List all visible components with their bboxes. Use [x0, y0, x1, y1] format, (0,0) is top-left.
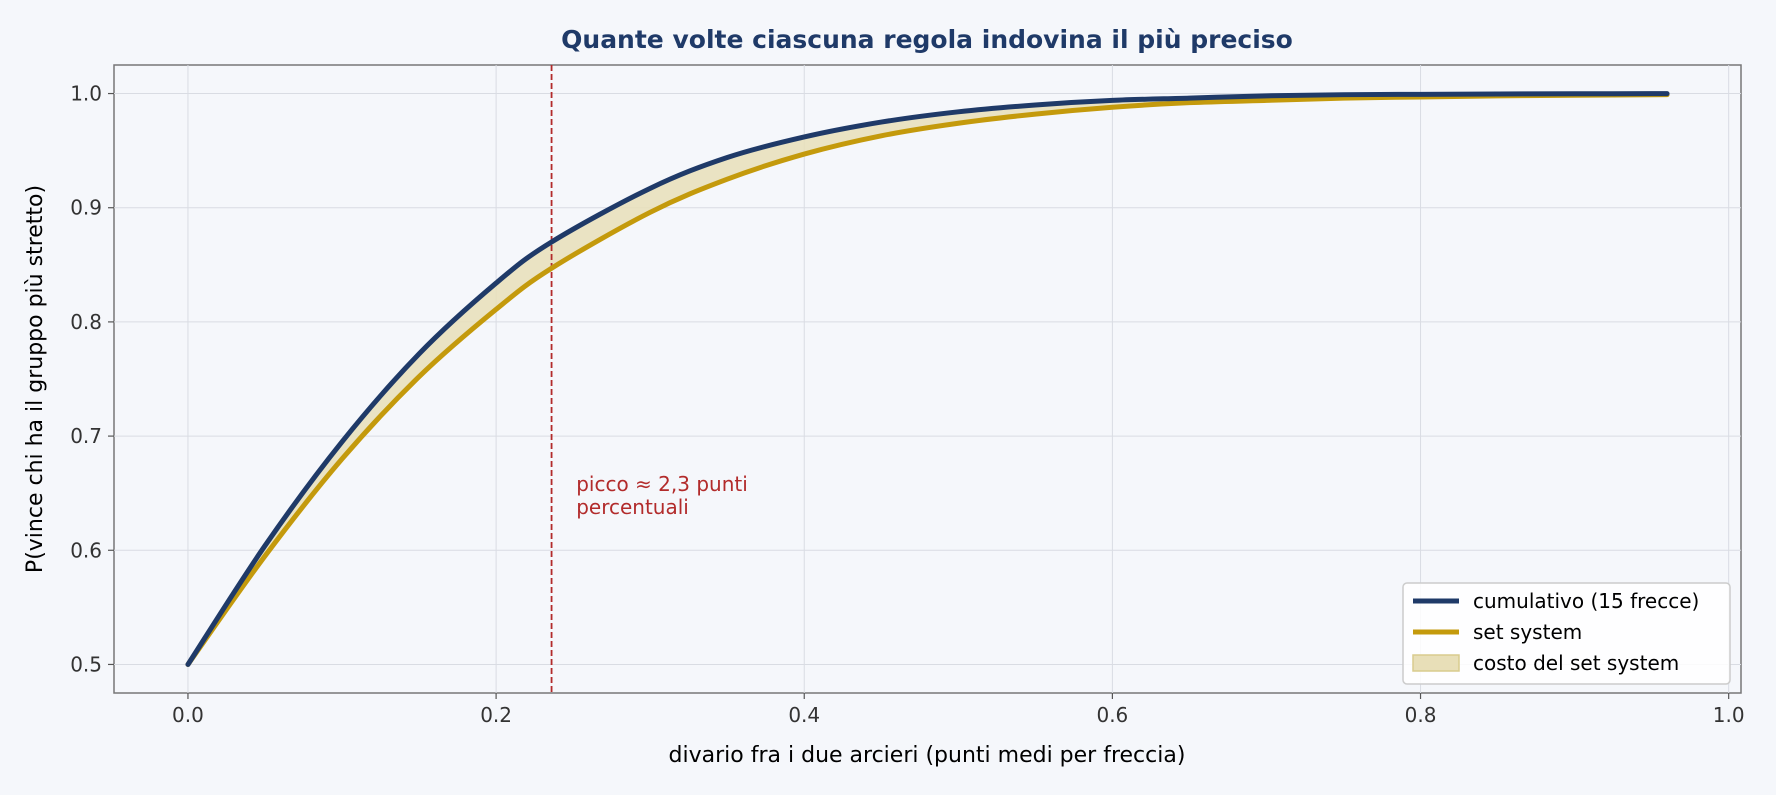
legend-label-costo: costo del set system	[1473, 651, 1679, 675]
x-tick-label: 1.0	[1713, 703, 1745, 727]
annotation-line-1: picco ≈ 2,3 punti	[576, 472, 748, 496]
y-tick-label: 0.9	[70, 196, 102, 220]
x-ticks: 0.0 0.2 0.4 0.6 0.8 1.0	[172, 693, 1745, 727]
annotation-line-2: percentuali	[576, 495, 689, 519]
series-line-cumulativo	[185, 91, 1670, 667]
legend-label-cumulativo: cumulativo (15 frecce)	[1473, 589, 1699, 613]
y-tick-label: 1.0	[70, 82, 102, 106]
series-lines	[185, 91, 1670, 667]
chart-title: Quante volte ciascuna regola indovina il…	[561, 25, 1293, 54]
y-ticks: 0.5 0.6 0.7 0.8 0.9 1.0	[70, 82, 114, 676]
x-tick-label: 0.2	[480, 703, 512, 727]
x-tick-label: 0.6	[1096, 703, 1128, 727]
legend-label-set-system: set system	[1473, 620, 1582, 644]
legend-box	[1402, 582, 1731, 685]
y-tick-label: 0.5	[70, 652, 102, 676]
legend-swatch-costo	[1412, 654, 1460, 672]
series-line-set-system	[185, 92, 1670, 667]
legend: cumulativo (15 frecce) set system costo …	[1402, 582, 1731, 685]
y-tick-label: 0.8	[70, 310, 102, 334]
y-axis-label: P(vince chi ha il gruppo più stretto)	[23, 185, 48, 573]
x-axis-label: divario fra i due arcieri (punti medi pe…	[669, 743, 1186, 768]
x-tick-label: 0.0	[172, 703, 204, 727]
x-tick-label: 0.8	[1405, 703, 1437, 727]
y-tick-label: 0.6	[70, 538, 102, 562]
x-tick-label: 0.4	[788, 703, 820, 727]
y-tick-label: 0.7	[70, 424, 102, 448]
